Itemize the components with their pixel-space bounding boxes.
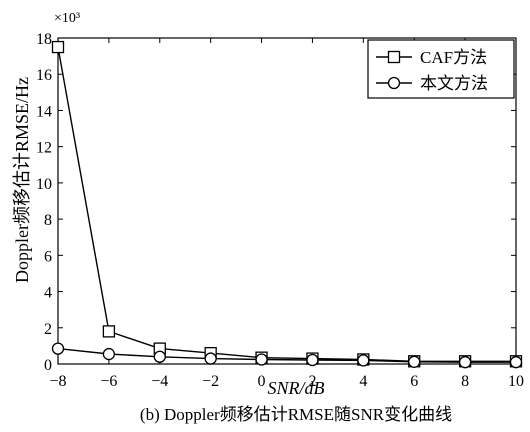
- data-point-circle: [509, 356, 523, 369]
- x-tick-label: 8: [461, 373, 469, 390]
- legend-marker-square: [387, 50, 401, 64]
- x-tick-label: 0: [258, 373, 266, 390]
- y-tick-label: 6: [44, 248, 52, 265]
- y-tick-label: 18: [36, 31, 52, 48]
- data-point-circle: [458, 356, 472, 369]
- x-tick-label: 6: [410, 373, 418, 390]
- plot-frame: [57, 37, 517, 365]
- data-point-circle: [102, 347, 116, 361]
- x-tick-label: 2: [308, 373, 316, 390]
- x-axis-title-text: SNR/dB: [268, 378, 325, 398]
- x-tick-label: −8: [49, 373, 66, 390]
- y-axis-multiplier: ×10³: [54, 11, 80, 26]
- x-tick-label: −2: [202, 373, 219, 390]
- data-point-circle: [306, 353, 319, 367]
- y-tick-label: 10: [36, 176, 52, 193]
- x-tick-label: 4: [359, 373, 367, 390]
- y-tick-label: 14: [36, 103, 52, 120]
- y-tick-label: 2: [44, 321, 52, 338]
- x-tick-label: 10: [508, 373, 524, 390]
- data-point-circle: [357, 354, 370, 367]
- x-axis-title: SNR/dB: [268, 378, 325, 398]
- y-tick-label: 4: [44, 285, 52, 302]
- series-line-1: [57, 46, 516, 362]
- y-tick-label: 8: [44, 212, 52, 229]
- y-tick-label: 12: [36, 140, 52, 157]
- data-point-circle: [51, 342, 65, 355]
- data-point-circle: [408, 355, 421, 368]
- data-point-circle: [255, 353, 268, 366]
- data-point-circle: [204, 352, 217, 365]
- x-tick-label: −6: [100, 373, 117, 390]
- data-point-circle: [153, 350, 166, 363]
- legend-marker-circle: [387, 76, 401, 90]
- y-tick-label: 16: [36, 67, 52, 84]
- x-tick-label: −4: [151, 373, 168, 390]
- data-point-square: [51, 40, 65, 54]
- y-axis-title: Doppler频移估计RMSE/Hz: [12, 77, 32, 283]
- y-tick-label: 0: [44, 357, 52, 374]
- data-point-square: [102, 325, 116, 338]
- series-line-2: [57, 347, 516, 363]
- legend-entry-label: 本文方法: [420, 74, 488, 93]
- legend-entry-label: CAF方法: [420, 48, 487, 67]
- figure-caption: (b) Doppler频移估计RMSE随SNR变化曲线: [140, 405, 452, 424]
